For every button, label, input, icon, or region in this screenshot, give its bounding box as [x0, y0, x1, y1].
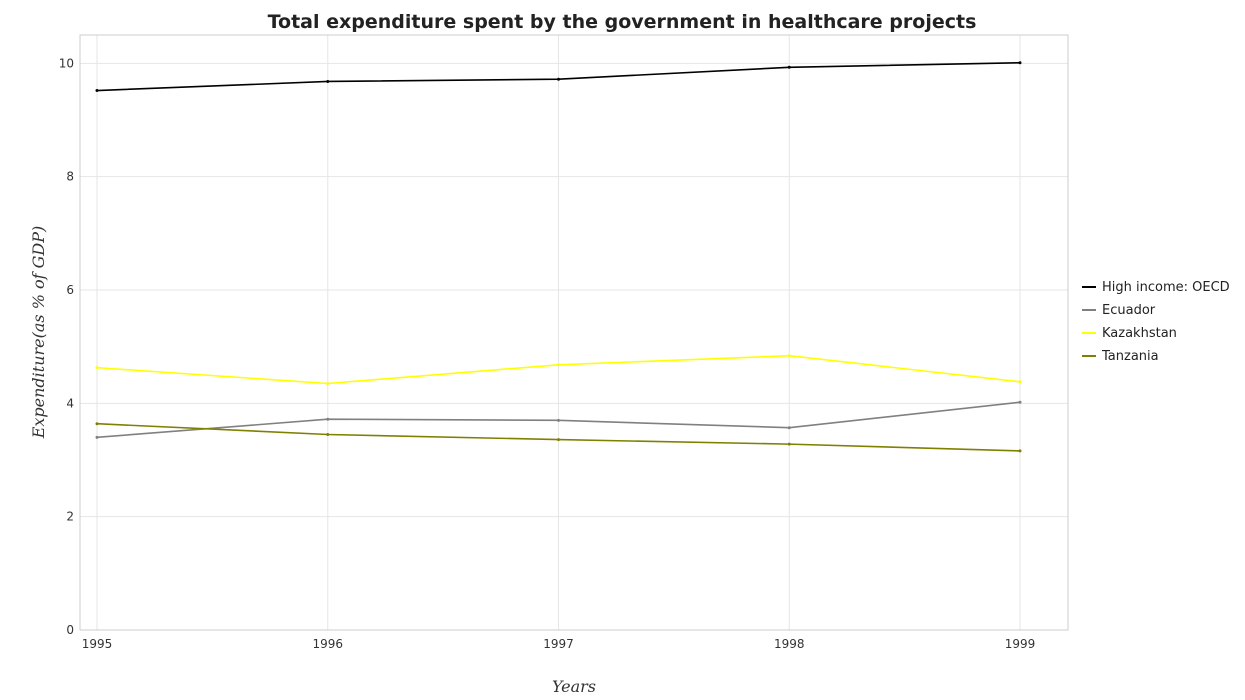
- x-axis-ticks: 1995 1996 1997 1998 1999: [82, 637, 1036, 651]
- data-point-high-income-oecd: [1018, 61, 1022, 65]
- y-tick-label: 0: [66, 623, 74, 637]
- data-point-high-income-oecd: [557, 77, 560, 81]
- data-point-ecuador: [95, 435, 99, 439]
- series-lines: [95, 61, 1022, 453]
- data-point-tanzania: [787, 442, 791, 446]
- plot-area: [79, 34, 1069, 631]
- x-axis-title: Years: [552, 677, 596, 696]
- y-axis-title: Expenditure(as % of GDP): [29, 226, 48, 440]
- data-point-tanzania: [557, 438, 560, 442]
- data-point-ecuador: [1018, 400, 1022, 404]
- legend-label-ecuador: Ecuador: [1102, 303, 1156, 318]
- legend-label-high-income-oecd: High income: OECD: [1102, 280, 1230, 295]
- data-point-tanzania: [95, 422, 99, 426]
- y-tick-label: 4: [66, 396, 74, 410]
- legend: High income: OECD Ecuador Kazakhstan Tanzan…: [1082, 280, 1230, 364]
- chart-title: Total expenditure spent by the governmen…: [268, 11, 977, 33]
- data-point-kazakhstan: [1018, 380, 1022, 384]
- data-point-tanzania: [1018, 449, 1022, 453]
- data-point-high-income-oecd: [326, 79, 330, 83]
- data-point-kazakhstan: [95, 366, 99, 370]
- y-tick-label: 8: [66, 170, 74, 184]
- y-axis-ticks: 0 2 4 6 8 10: [59, 56, 74, 637]
- legend-label-kazakhstan: Kazakhstan: [1102, 326, 1177, 341]
- data-point-kazakhstan: [557, 363, 560, 367]
- data-point-kazakhstan: [326, 382, 330, 385]
- data-point-ecuador: [326, 417, 330, 421]
- legend-label-tanzania: Tanzania: [1101, 349, 1159, 364]
- y-tick-label: 10: [59, 56, 74, 70]
- data-point-tanzania: [326, 433, 330, 436]
- y-tick-label: 2: [66, 510, 74, 524]
- data-point-ecuador: [787, 426, 791, 430]
- data-point-ecuador: [557, 418, 560, 422]
- x-tick-label: 1998: [774, 637, 805, 651]
- grid: [80, 35, 1068, 631]
- data-point-high-income-oecd: [787, 65, 791, 69]
- x-tick-label: 1995: [82, 637, 113, 651]
- x-tick-label: 1996: [312, 637, 343, 651]
- x-tick-label: 1997: [543, 637, 574, 651]
- data-point-high-income-oecd: [95, 89, 99, 93]
- data-point-kazakhstan: [787, 354, 791, 358]
- x-tick-label: 1999: [1005, 637, 1036, 651]
- y-tick-label: 6: [66, 283, 74, 297]
